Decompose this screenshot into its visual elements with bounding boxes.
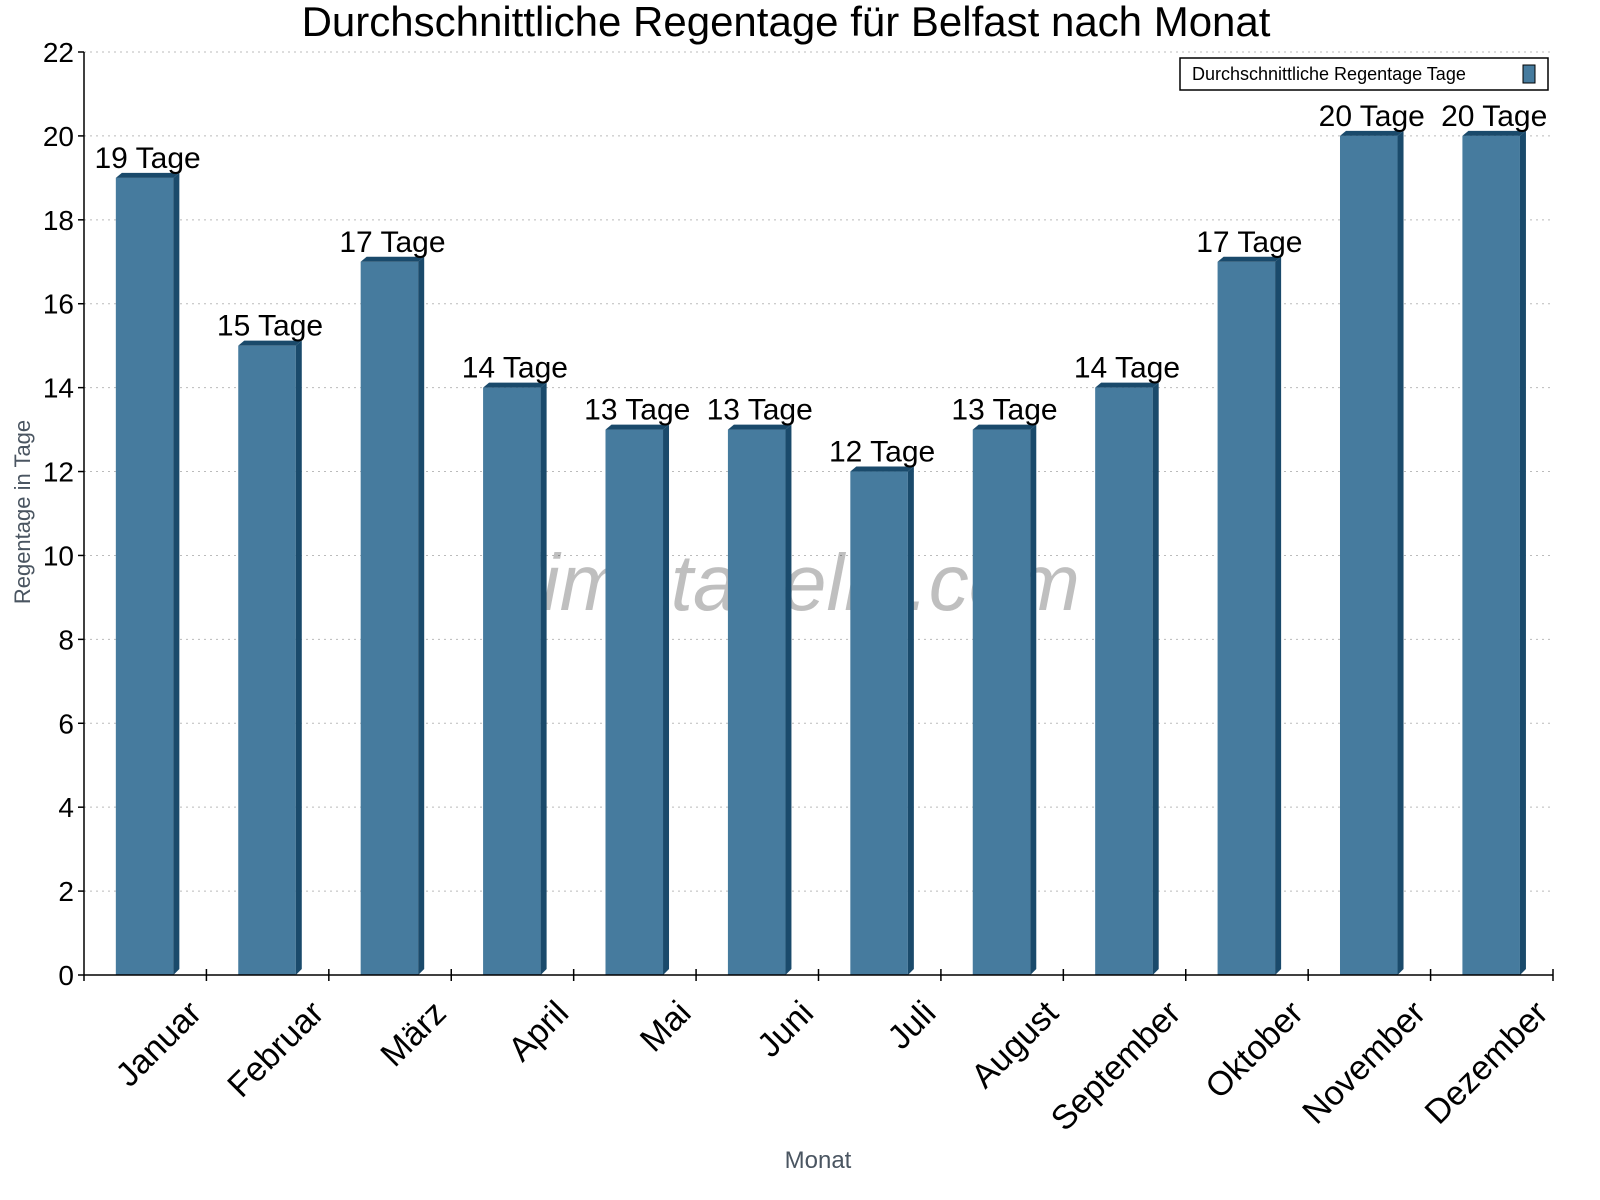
x-axis-label: Monat bbox=[785, 1147, 852, 1174]
bar-top bbox=[1217, 256, 1282, 262]
data-label: 19 Tage bbox=[94, 142, 200, 175]
bar-side bbox=[295, 340, 302, 975]
data-label: 12 Tage bbox=[829, 436, 935, 469]
bar bbox=[850, 471, 908, 975]
x-tick-label: Dezember bbox=[1418, 994, 1556, 1132]
bar-top bbox=[1095, 382, 1159, 388]
x-tick-label: August bbox=[964, 993, 1066, 1095]
y-tick-label: 20 bbox=[43, 121, 74, 152]
bar-side bbox=[418, 256, 425, 976]
bar bbox=[1462, 135, 1520, 976]
bar-side bbox=[540, 382, 547, 975]
y-tick-label: 6 bbox=[58, 708, 74, 739]
bar bbox=[1339, 135, 1398, 976]
x-tick-label: Februar bbox=[220, 994, 331, 1105]
bar-side bbox=[785, 424, 792, 975]
y-tick-label: 0 bbox=[58, 960, 74, 991]
chart-title: Durchschnittliche Regentage für Belfast … bbox=[302, 0, 1271, 45]
y-tick-label: 10 bbox=[43, 540, 74, 571]
bar-top bbox=[483, 382, 547, 388]
bar-top bbox=[115, 172, 180, 178]
y-tick-label: 12 bbox=[43, 457, 74, 488]
data-label: 20 Tage bbox=[1441, 100, 1547, 133]
y-axis-label: Regentage in Tage bbox=[10, 420, 35, 604]
bar bbox=[360, 261, 419, 976]
x-tick-label: März bbox=[373, 994, 453, 1074]
legend-swatch bbox=[1522, 64, 1536, 84]
bar bbox=[727, 429, 786, 975]
data-label: 17 Tage bbox=[1196, 226, 1302, 259]
x-tick-label: Juli bbox=[880, 994, 943, 1057]
bar-top bbox=[360, 256, 425, 262]
y-tick-label: 4 bbox=[58, 792, 74, 823]
bar-top bbox=[972, 424, 1037, 430]
x-tick-label: April bbox=[501, 994, 576, 1069]
data-label: 17 Tage bbox=[339, 226, 445, 259]
x-tick-label: Juni bbox=[750, 994, 821, 1065]
data-label: 14 Tage bbox=[462, 352, 568, 385]
bar-side bbox=[663, 424, 670, 975]
data-label: 13 Tage bbox=[584, 394, 690, 427]
bar bbox=[605, 429, 664, 975]
bar bbox=[1095, 387, 1153, 975]
bar-side bbox=[907, 466, 914, 975]
data-label: 20 Tage bbox=[1319, 100, 1425, 133]
x-tick-label: Januar bbox=[109, 994, 209, 1094]
data-label: 13 Tage bbox=[707, 394, 813, 427]
x-tick-label: September bbox=[1044, 994, 1188, 1138]
y-tick-label: 14 bbox=[43, 373, 74, 404]
bar-side bbox=[1152, 382, 1159, 975]
x-tick-label: November bbox=[1295, 994, 1433, 1132]
bar bbox=[1217, 261, 1276, 976]
data-label: 13 Tage bbox=[951, 394, 1057, 427]
bar-top bbox=[1462, 130, 1526, 136]
y-tick-label: 22 bbox=[43, 37, 74, 68]
bar bbox=[972, 429, 1031, 975]
legend: Durchschnittliche Regentage Tage bbox=[1179, 57, 1549, 91]
x-tick-label: Mai bbox=[633, 994, 699, 1060]
bar-side bbox=[1519, 130, 1526, 976]
bar-top bbox=[1339, 130, 1404, 136]
data-label: 14 Tage bbox=[1074, 352, 1180, 385]
bar-top bbox=[605, 424, 670, 430]
bar-top bbox=[238, 340, 302, 346]
y-tick-label: 8 bbox=[58, 624, 74, 655]
bar-side bbox=[1275, 256, 1282, 976]
bar-top bbox=[850, 466, 914, 472]
bar-side bbox=[1397, 130, 1404, 976]
x-tick-label: Oktober bbox=[1198, 994, 1310, 1106]
bar bbox=[115, 177, 174, 975]
bar bbox=[238, 345, 296, 975]
gridlines bbox=[84, 51, 1553, 892]
bar bbox=[483, 387, 541, 975]
y-tick-label: 16 bbox=[43, 289, 74, 320]
bars: 19 Tage 15 Tage 17 Tage 14 Tage 13 Tage 13 Ta… bbox=[94, 100, 1547, 976]
bar-top bbox=[727, 424, 792, 430]
bar-side bbox=[173, 172, 180, 975]
bar-side bbox=[1030, 424, 1037, 975]
y-tick-label: 2 bbox=[58, 876, 74, 907]
data-label: 15 Tage bbox=[217, 310, 323, 343]
y-tick-label: 18 bbox=[43, 205, 74, 236]
legend-label: Durchschnittliche Regentage Tage bbox=[1192, 64, 1466, 84]
